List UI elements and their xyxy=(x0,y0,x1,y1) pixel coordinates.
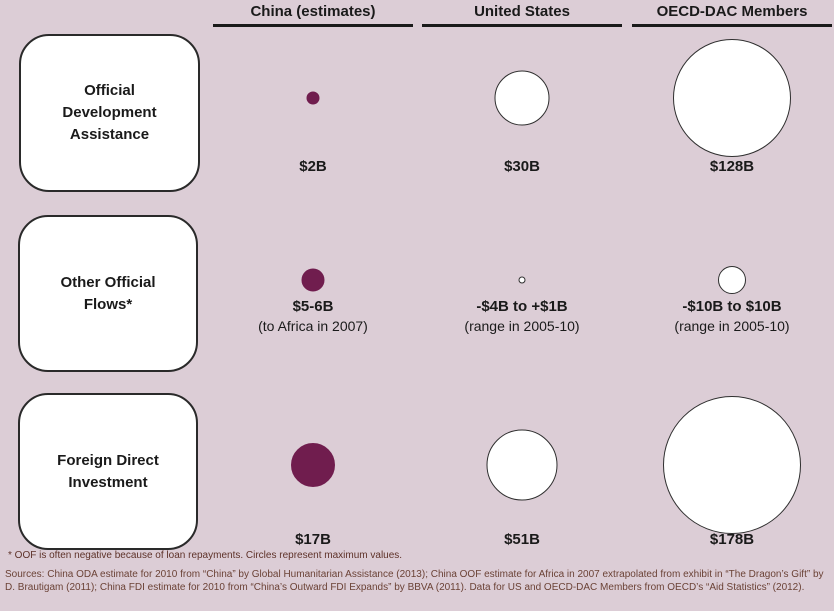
cell-china-estimates-foreign-direct-investment: $17B xyxy=(213,380,413,552)
value-group: $30B xyxy=(422,158,622,176)
value-label: $128B xyxy=(709,158,755,175)
value-range-note: (range in 2005-10) xyxy=(674,318,790,334)
value-label: $178B xyxy=(709,531,755,548)
value-range-note: (to Africa in 2007) xyxy=(258,318,368,334)
row-label-line: Foreign Direct xyxy=(57,451,159,469)
bubble-oecd-dac-members-other-official-flows xyxy=(718,266,746,294)
cell-oecd-dac-members-other-official-flows: -$10B to $10B (range in 2005-10) xyxy=(632,195,832,380)
cell-united-states-official-development-assistance: $30B xyxy=(422,34,622,195)
column-header-china-estimates: China (estimates) xyxy=(213,3,413,27)
value-group: $128B xyxy=(632,158,832,176)
cell-united-states-other-official-flows: -$4B to +$1B (range in 2005-10) xyxy=(422,195,622,380)
value-group: -$10B to $10B (range in 2005-10) xyxy=(632,298,832,337)
column-header-oecd-dac-members: OECD-DAC Members xyxy=(632,3,832,27)
column-header-united-states: United States xyxy=(422,3,622,27)
cell-china-estimates-official-development-assistance: $2B xyxy=(213,34,413,195)
row-other-official-flows: Other Official Flows* $5-6B (to Africa in 2… xyxy=(0,195,834,380)
row-label-line: Official xyxy=(84,82,135,99)
bubble-china-estimates-foreign-direct-investment xyxy=(291,443,335,487)
column-header-label: OECD-DAC Members xyxy=(632,3,832,27)
row-foreign-direct-investment: Foreign Direct Investment $17B $51B $178B xyxy=(0,380,834,552)
bubble-china-estimates-other-official-flows xyxy=(301,268,325,292)
bubble-united-states-other-official-flows xyxy=(518,276,526,284)
value-label: $51B xyxy=(504,531,540,548)
value-group: $178B xyxy=(632,531,832,549)
footnote: * OOF is often negative because of loan … xyxy=(8,550,403,561)
bubble-china-estimates-official-development-assistance xyxy=(306,91,320,105)
cell-china-estimates-other-official-flows: $5-6B (to Africa in 2007) xyxy=(213,195,413,380)
row-label-line: Development xyxy=(62,104,157,121)
bubble-united-states-foreign-direct-investment xyxy=(486,429,558,501)
value-group: $2B xyxy=(213,158,413,176)
row-label-line: Flows* xyxy=(83,295,133,313)
row-label-line: Other Official xyxy=(60,273,156,291)
value-label: $2B xyxy=(299,158,327,175)
row-official-development-assistance: Official Development Assistance $2B $30B $128… xyxy=(0,34,834,195)
row-label-line: Assistance xyxy=(69,126,150,143)
value-group: -$4B to +$1B (range in 2005-10) xyxy=(422,298,622,337)
value-label: -$10B to $10B xyxy=(682,298,782,315)
bubble-united-states-official-development-assistance xyxy=(494,70,550,126)
column-header-label: China (estimates) xyxy=(213,3,413,27)
value-label: -$4B to +$1B xyxy=(476,298,568,315)
value-group: $17B xyxy=(213,531,413,549)
row-label-box-official-development-assistance: Official Development Assistance xyxy=(19,34,200,192)
row-label-box-other-official-flows: Other Official Flows* xyxy=(18,215,198,372)
value-label: $30B xyxy=(504,158,540,175)
value-group: $51B xyxy=(422,531,622,549)
bubble-oecd-dac-members-official-development-assistance xyxy=(673,39,791,157)
cell-oecd-dac-members-official-development-assistance: $128B xyxy=(632,34,832,195)
bubble-oecd-dac-members-foreign-direct-investment xyxy=(663,396,801,534)
row-label-line: Investment xyxy=(68,473,148,491)
value-range-note: (range in 2005-10) xyxy=(464,318,580,334)
value-label: $17B xyxy=(295,531,331,548)
cell-oecd-dac-members-foreign-direct-investment: $178B xyxy=(632,380,832,552)
cell-united-states-foreign-direct-investment: $51B xyxy=(422,380,622,552)
column-header-label: United States xyxy=(422,3,622,27)
sources-note: Sources: China ODA estimate for 2010 fro… xyxy=(5,569,824,593)
value-label: $5-6B xyxy=(292,298,334,315)
row-label-box-foreign-direct-investment: Foreign Direct Investment xyxy=(18,393,198,550)
value-group: $5-6B (to Africa in 2007) xyxy=(213,298,413,337)
